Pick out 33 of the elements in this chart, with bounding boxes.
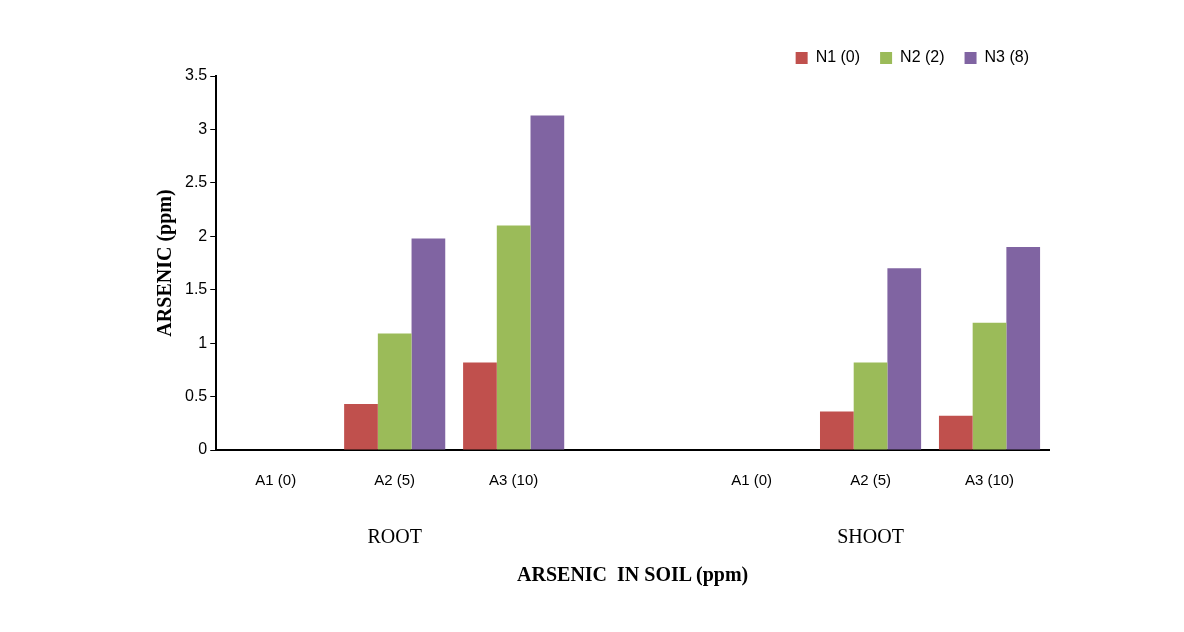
legend-label: N1 (0) [815, 48, 861, 66]
bar [344, 404, 378, 450]
bar [411, 238, 446, 450]
bar [463, 362, 497, 450]
bar [819, 411, 854, 450]
x-tick-label: A2 (5) [374, 471, 416, 489]
bar [377, 333, 412, 450]
y-tick-label: 0 [198, 440, 208, 458]
x-tick-label: A2 (5) [850, 471, 891, 489]
y-tick-label: 2 [198, 226, 208, 244]
bar [972, 322, 1007, 450]
legend-label: N2 (2) [900, 48, 945, 66]
legend-label: N3 (8) [984, 48, 1029, 66]
bar [853, 362, 888, 450]
bar [1006, 246, 1041, 450]
y-tick-label: 3.5 [184, 66, 208, 84]
x-tick-label: A1 (0) [731, 471, 773, 489]
y-tick-label: 1 [198, 333, 208, 351]
y-tick-label: 3 [198, 119, 208, 137]
bar [938, 415, 973, 450]
bar [530, 115, 565, 450]
text: SHOOT [837, 525, 904, 548]
x-tick-label: A3 (10) [964, 471, 1015, 489]
bar [887, 268, 922, 450]
y-tick-label: 1.5 [184, 280, 208, 298]
y-axis-title: ARSENIC (ppm) [153, 189, 177, 337]
y-tick-label: 0.5 [184, 386, 208, 404]
bar [496, 225, 531, 450]
text: ROOT [367, 525, 422, 548]
x-tick-label: A3 (10) [489, 471, 539, 489]
y-tick-label: 2.5 [184, 173, 208, 191]
x-axis-title: ARSENIC IN SOIL (ppm) [517, 563, 749, 587]
x-tick-label: A1 (0) [255, 471, 297, 489]
